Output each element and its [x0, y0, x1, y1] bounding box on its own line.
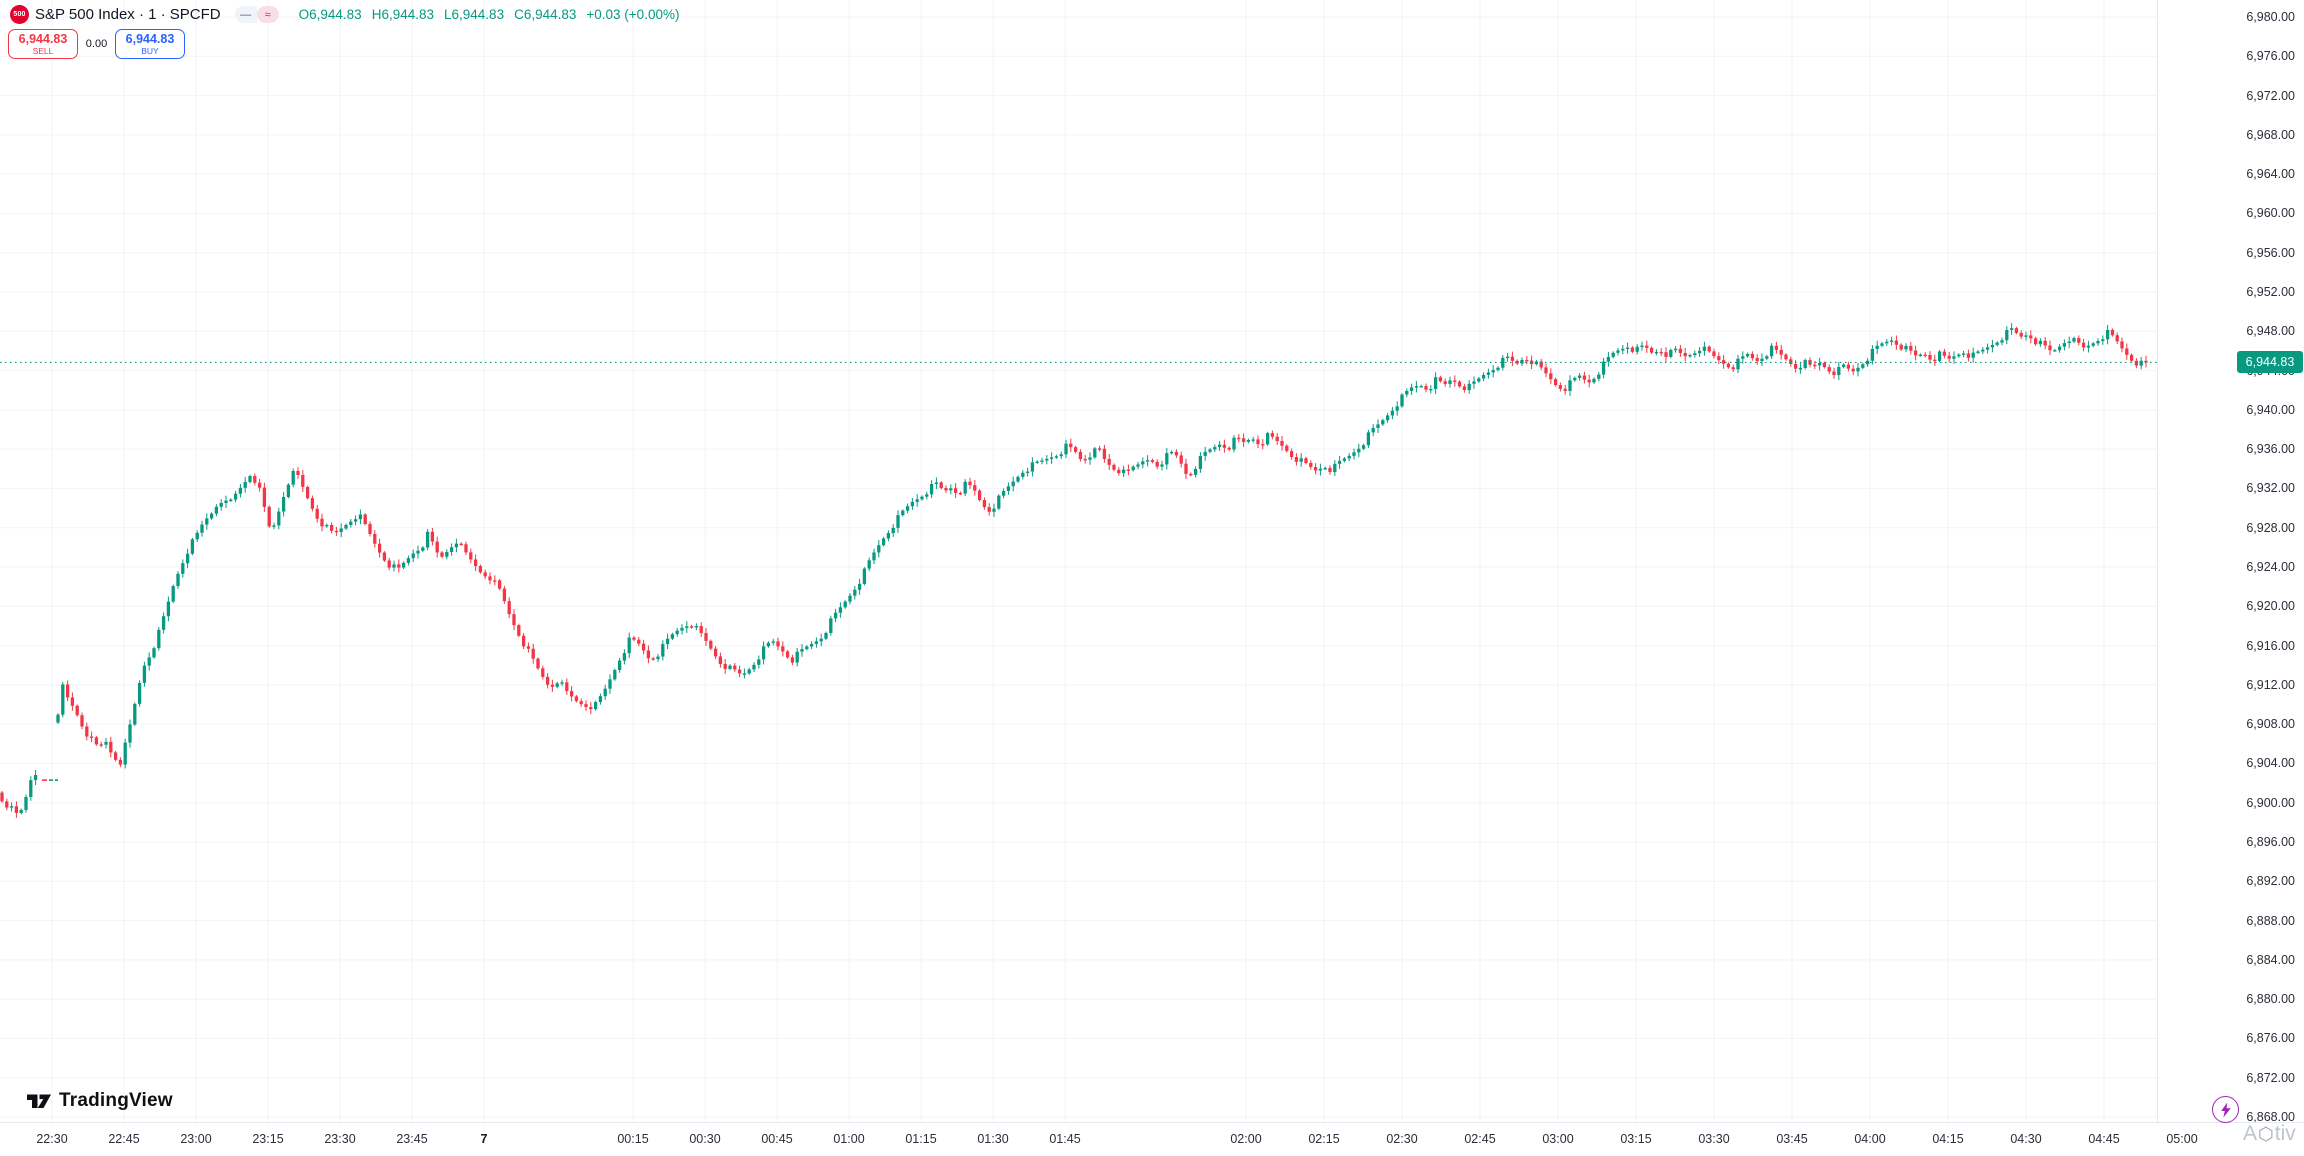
symbol-title[interactable]: S&P 500 Index · 1 · SPCFD	[35, 6, 221, 23]
price-axis-label: 6,932.00	[2246, 481, 2295, 496]
time-axis-label: 03:45	[1776, 1132, 1808, 1146]
price-axis[interactable]: 6,980.00 6,976.00 6,972.00 6,968.00 6,964.00…	[2157, 0, 2304, 1124]
approx-icon[interactable]: ≈	[256, 6, 279, 23]
price-axis-label: 6,876.00	[2246, 1031, 2295, 1046]
price-axis-label: 6,880.00	[2246, 992, 2295, 1007]
sell-price: 6,944.83	[18, 31, 68, 46]
time-axis-label: 03:15	[1620, 1132, 1652, 1146]
buy-price: 6,944.83	[125, 31, 175, 46]
price-axis-label: 6,924.00	[2246, 560, 2295, 574]
price-axis-label: 6,964.00	[2246, 167, 2295, 182]
sell-button[interactable]: 6,944.83 SELL	[8, 29, 78, 59]
price-axis-label: 6,976.00	[2246, 49, 2295, 64]
ohlc-close: C6,944.83	[514, 7, 577, 22]
price-axis-label: 6,888.00	[2246, 913, 2295, 928]
time-axis-label: 23:30	[324, 1132, 356, 1146]
time-axis-label: 04:30	[2010, 1132, 2042, 1146]
tradingview-logo-icon	[27, 1094, 51, 1108]
ohlc-change: +0.03 (+0.00%)	[586, 7, 680, 22]
time-axis-label: 01:00	[833, 1132, 865, 1146]
buy-label: BUY	[141, 46, 159, 56]
price-axis-label: 6,980.00	[2246, 10, 2295, 24]
time-axis-label: 02:15	[1308, 1132, 1340, 1146]
time-axis-label: 23:00	[180, 1132, 212, 1146]
price-axis-label: 6,892.00	[2246, 874, 2295, 889]
ohlc-high: H6,944.83	[371, 7, 435, 22]
price-axis-label: 6,900.00	[2246, 795, 2295, 810]
ohlc-low: L6,944.83	[444, 7, 505, 22]
price-axis-label: 6,884.00	[2246, 952, 2295, 967]
time-axis-label: 04:45	[2088, 1132, 2120, 1146]
legend-indicator-pills: — ≈	[234, 6, 279, 23]
price-axis-label: 6,948.00	[2246, 324, 2295, 339]
time-axis-label: 03:00	[1542, 1132, 1574, 1146]
time-axis-label: 23:45	[396, 1132, 428, 1146]
price-axis-label: 6,908.00	[2246, 717, 2295, 732]
price-axis-label: 6,936.00	[2246, 442, 2295, 457]
price-axis-label: 6,972.00	[2246, 88, 2295, 103]
time-axis-label: 7	[480, 1132, 488, 1146]
price-axis-label: 6,952.00	[2246, 285, 2295, 299]
time-axis-label: 04:15	[1932, 1132, 1964, 1146]
time-axis-label: 00:15	[617, 1132, 649, 1146]
price-axis-label: 6,912.00	[2246, 677, 2295, 692]
time-axis-label: 22:30	[36, 1132, 68, 1146]
time-axis-label: 01:15	[905, 1132, 937, 1146]
buy-button[interactable]: 6,944.83 BUY	[115, 29, 185, 59]
price-axis-label: 6,940.00	[2246, 402, 2295, 417]
time-axis-label: 02:00	[1230, 1132, 1262, 1146]
price-axis-label: 6,928.00	[2246, 520, 2295, 535]
tradingview-logo-text: TradingView	[59, 1090, 173, 1111]
spread-value: 0.00	[85, 38, 108, 50]
time-axis-label: 00:30	[689, 1132, 721, 1146]
time-axis-label: 01:30	[977, 1132, 1009, 1146]
current-price-badge: 6,944.83	[2237, 351, 2303, 374]
price-axis-label: 6,904.00	[2246, 756, 2295, 771]
sell-label: SELL	[32, 46, 54, 56]
time-axis-label: 02:30	[1386, 1132, 1418, 1146]
hexagon-icon: ⬡	[2258, 1123, 2274, 1144]
price-axis-label: 6,956.00	[2246, 245, 2295, 260]
time-axis-label: 04:00	[1854, 1132, 1886, 1146]
time-axis-label: 02:45	[1464, 1132, 1496, 1146]
corner-watermark: A ⬡ tiv	[2243, 1122, 2296, 1145]
time-axis-label: 05:00	[2166, 1132, 2198, 1146]
price-axis-label: 6,960.00	[2246, 206, 2295, 221]
time-axis-label: 23:15	[252, 1132, 284, 1146]
time-axis-label: 00:45	[761, 1132, 793, 1146]
price-axis-label: 6,916.00	[2246, 638, 2295, 653]
time-axis-label: 22:45	[108, 1132, 140, 1146]
ohlc-legend: O6,944.83 H6,944.83 L6,944.83 C6,944.83 …	[299, 7, 680, 22]
price-axis-label: 6,920.00	[2246, 599, 2295, 614]
price-axis-label: 6,968.00	[2246, 127, 2295, 142]
time-axis[interactable]: 22:30 22:45 23:00 23:15 23:30 23:45 7 00:15 00:3…	[0, 1122, 2304, 1156]
time-axis-label: 01:45	[1049, 1132, 1081, 1146]
trade-panel: 6,944.83 SELL 0.00 6,944.83 BUY	[8, 29, 185, 59]
price-axis-label: 6,896.00	[2246, 835, 2295, 849]
minus-icon[interactable]: —	[234, 6, 257, 23]
tradingview-logo[interactable]: TradingView	[26, 1090, 173, 1112]
symbol-legend: 500 S&P 500 Index · 1 · SPCFD — ≈ O6,944…	[10, 5, 679, 24]
lightning-icon[interactable]	[2212, 1096, 2239, 1123]
time-axis-label: 03:30	[1698, 1132, 1730, 1146]
price-axis-label: 6,868.00	[2246, 1110, 2295, 1124]
price-axis-label: 6,872.00	[2246, 1070, 2295, 1085]
ohlc-open: O6,944.83	[298, 7, 362, 22]
symbol-logo-icon[interactable]: 500	[10, 5, 29, 24]
